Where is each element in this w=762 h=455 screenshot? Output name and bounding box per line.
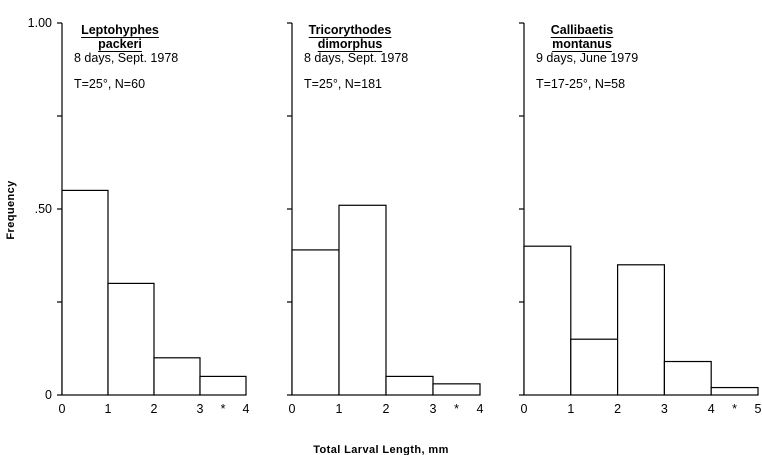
x-tick-label: 4: [477, 402, 484, 416]
species-genus-title: Tricorythodes: [309, 23, 392, 37]
histogram-bar: [432, 383, 481, 396]
temperature-sample-text: T=25°, N=181: [304, 77, 382, 91]
x-tick-label: 0: [289, 402, 296, 416]
species-genus-title: Callibaetis: [551, 23, 614, 37]
x-tick-label: 3: [661, 402, 668, 416]
x-tick-label: 2: [151, 402, 158, 416]
y-tick-label: 1.00: [28, 16, 52, 30]
histogram-bar: [153, 357, 201, 396]
x-tick-label: 4: [708, 402, 715, 416]
temperature-sample-text: T=25°, N=60: [74, 77, 145, 91]
x-axis-title: Total Larval Length, mm: [313, 444, 449, 455]
histogram-bar: [199, 375, 247, 396]
x-tick-label: 1: [567, 402, 574, 416]
x-tick-label: 1: [336, 402, 343, 416]
temperature-sample-text: T=17-25°, N=58: [536, 77, 625, 91]
asterisk-marker: *: [221, 402, 226, 416]
histogram-bar: [663, 360, 712, 396]
histogram-bar: [107, 282, 155, 396]
species-genus-title: Leptohyphes: [81, 23, 159, 37]
histogram-bar: [710, 386, 759, 396]
histogram-bar: [338, 204, 387, 396]
histogram-bar: [385, 375, 434, 396]
x-tick-label: 2: [383, 402, 390, 416]
duration-date-text: 9 days, June 1979: [536, 51, 638, 65]
asterisk-marker: *: [454, 402, 459, 416]
x-tick-label: 2: [614, 402, 621, 416]
x-tick-label: 3: [197, 402, 204, 416]
species-epithet-title: dimorphus: [318, 37, 383, 51]
x-tick-label: 0: [521, 402, 528, 416]
histogram-bar: [616, 264, 665, 396]
species-epithet-title: packeri: [98, 37, 142, 51]
y-tick-label: .50: [35, 202, 52, 216]
x-tick-label: 4: [243, 402, 250, 416]
y-axis-title: Frequency: [5, 180, 17, 240]
x-tick-label: 5: [755, 402, 762, 416]
asterisk-marker: *: [732, 402, 737, 416]
histogram-bar: [523, 245, 572, 396]
y-tick-label: 0: [45, 388, 52, 402]
x-tick-label: 3: [430, 402, 437, 416]
histogram-bar: [61, 189, 109, 396]
x-tick-label: 1: [105, 402, 112, 416]
duration-date-text: 8 days, Sept. 1978: [304, 51, 408, 65]
duration-date-text: 8 days, Sept. 1978: [74, 51, 178, 65]
histogram-bar: [291, 249, 340, 396]
x-tick-label: 0: [59, 402, 66, 416]
histogram-bar: [570, 338, 619, 396]
species-epithet-title: montanus: [552, 37, 612, 51]
